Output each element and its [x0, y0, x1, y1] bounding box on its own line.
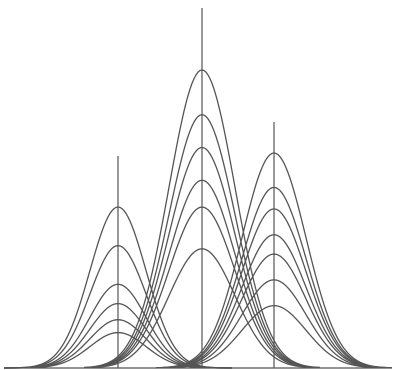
curve-group-center	[83, 8, 321, 369]
curve-group-right	[155, 122, 393, 369]
curve-group-left	[3, 156, 233, 369]
